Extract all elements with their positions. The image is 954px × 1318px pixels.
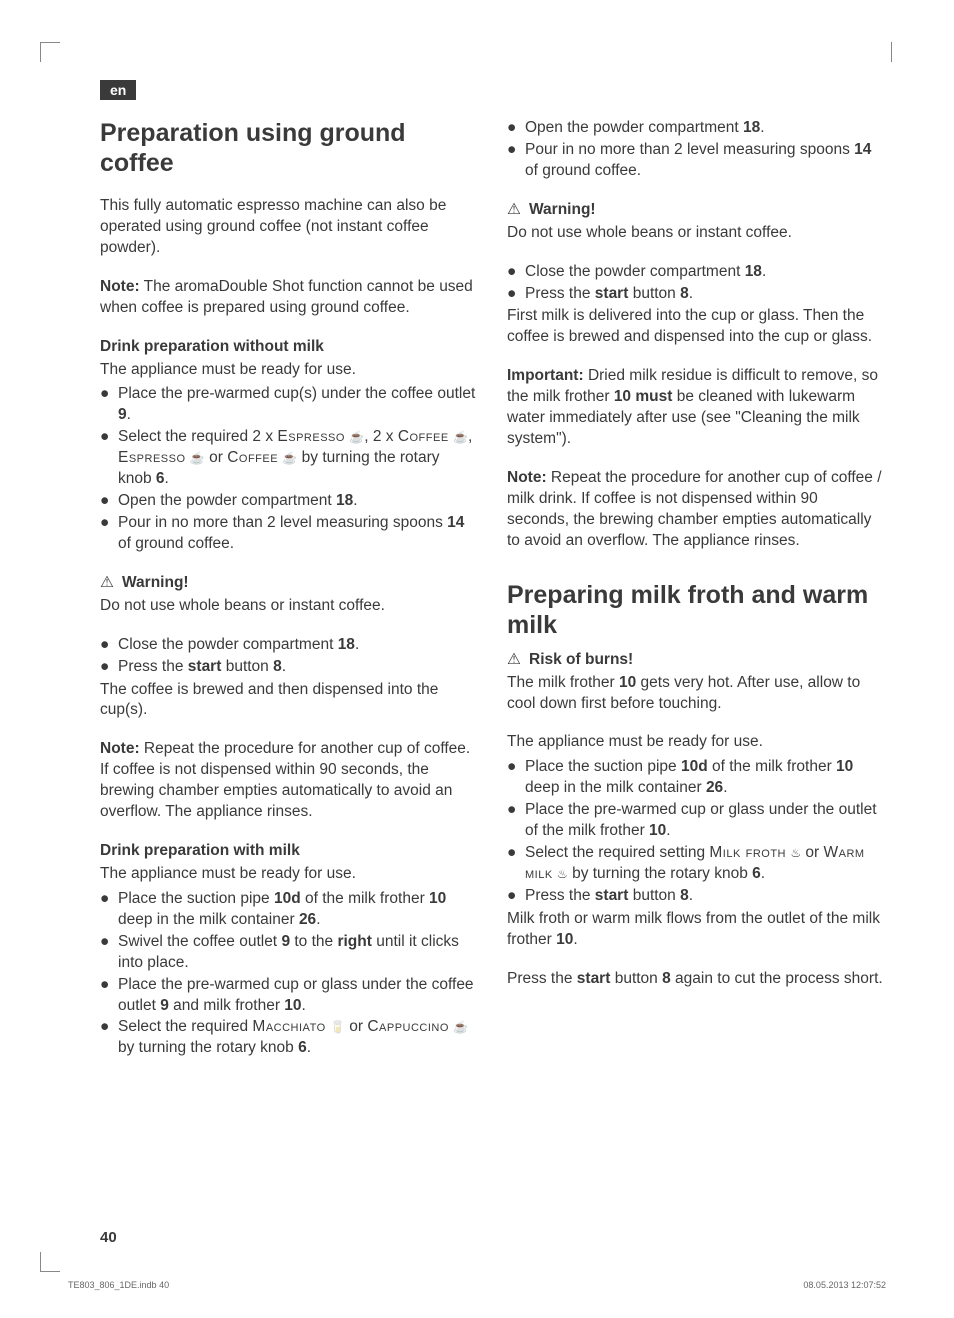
milk-delivered-text: First milk is delivered into the cup or … (507, 306, 884, 348)
warning-text: Do not use whole beans or instant coffee… (100, 596, 477, 617)
cup-icon: ☕ (453, 1019, 468, 1035)
cup-icon: ☕ (190, 450, 205, 466)
bullets-continued: ●Open the powder compartment 18. ●Pour i… (507, 118, 884, 182)
warm-milk-icon: ♨ (557, 866, 568, 882)
footer-timestamp: 08.05.2013 12:07:52 (803, 1280, 886, 1290)
cut-short-text: Press the start button 8 again to cut th… (507, 969, 884, 990)
cup-icon: ☕ (282, 450, 297, 466)
glass-icon: 🥛 (330, 1019, 345, 1035)
warning-icon: ⚠ (507, 650, 529, 671)
left-column: Preparation using ground coffee This ful… (100, 118, 477, 1060)
cup-icon: ☕ (349, 429, 364, 445)
list-item: ●Press the start button 8. (507, 284, 884, 305)
subhead-with-milk: Drink preparation with milk (100, 841, 477, 862)
bullets-without-milk-2: ●Close the powder compartment 18. ●Press… (100, 635, 477, 678)
note-aroma: Note: The aromaDouble Shot function cann… (100, 277, 477, 319)
bullets-froth: ●Place the suction pipe 10d of the milk … (507, 757, 884, 906)
warning-line: ⚠Warning! (100, 573, 477, 594)
important-text: Important: Dried milk residue is difficu… (507, 366, 884, 450)
list-item: ●Pour in no more than 2 level measuring … (100, 513, 477, 555)
list-item: ●Open the powder compartment 18. (507, 118, 884, 139)
crop-mark (891, 42, 892, 62)
ready-text: The appliance must be ready for use. (100, 360, 477, 381)
list-item: ●Place the suction pipe 10d of the milk … (100, 889, 477, 931)
cup-icon: ☕ (453, 429, 468, 445)
list-item: ●Select the required setting Milk froth … (507, 843, 884, 885)
two-column-layout: Preparation using ground coffee This ful… (100, 118, 884, 1060)
crop-mark (40, 42, 60, 62)
page-content: en Preparation using ground coffee This … (0, 0, 954, 1110)
subhead-without-milk: Drink preparation without milk (100, 337, 477, 358)
risk-text: The milk frother 10 gets very hot. After… (507, 673, 884, 715)
brewed-text: The coffee is brewed and then dispensed … (100, 680, 477, 722)
note-repeat-2: Note: Repeat the procedure for another c… (507, 468, 884, 552)
list-item: ●Select the required Macchiato 🥛 or Capp… (100, 1017, 477, 1059)
note-repeat: Note: Repeat the procedure for another c… (100, 739, 477, 823)
list-item: ●Select the required 2 x Espresso ☕, 2 x… (100, 427, 477, 490)
page-number: 40 (100, 1229, 117, 1246)
ready-text-3: The appliance must be ready for use. (507, 732, 884, 753)
bullets-close-press: ●Close the powder compartment 18. ●Press… (507, 262, 884, 305)
intro-text: This fully automatic espresso machine ca… (100, 196, 477, 259)
froth-flows-text: Milk froth or warm milk flows from the o… (507, 909, 884, 951)
bullets-with-milk: ●Place the suction pipe 10d of the milk … (100, 889, 477, 1059)
warning-text: Do not use whole beans or instant coffee… (507, 223, 884, 244)
list-item: ●Pour in no more than 2 level measuring … (507, 140, 884, 182)
heading-milk-froth: Preparing milk froth and warm milk (507, 580, 884, 640)
warning-icon: ⚠ (507, 200, 529, 221)
warning-icon: ⚠ (100, 573, 122, 594)
heading-preparation: Preparation using ground coffee (100, 118, 477, 178)
list-item: ●Press the start button 8. (100, 657, 477, 678)
list-item: ●Place the pre-warmed cup or glass under… (100, 975, 477, 1017)
risk-line: ⚠Risk of burns! (507, 650, 884, 671)
ready-text-2: The appliance must be ready for use. (100, 864, 477, 885)
list-item: ●Swivel the coffee outlet 9 to the right… (100, 932, 477, 974)
warning-line: ⚠Warning! (507, 200, 884, 221)
list-item: ●Close the powder compartment 18. (100, 635, 477, 656)
list-item: ●Press the start button 8. (507, 886, 884, 907)
language-badge: en (100, 80, 136, 100)
list-item: ●Open the powder compartment 18. (100, 491, 477, 512)
crop-mark (40, 1252, 60, 1272)
list-item: ●Place the suction pipe 10d of the milk … (507, 757, 884, 799)
froth-icon: ♨ (790, 845, 801, 861)
list-item: ●Place the pre-warmed cup(s) under the c… (100, 384, 477, 426)
list-item: ●Place the pre-warmed cup or glass under… (507, 800, 884, 842)
right-column: ●Open the powder compartment 18. ●Pour i… (507, 118, 884, 1060)
bullets-without-milk-1: ●Place the pre-warmed cup(s) under the c… (100, 384, 477, 554)
list-item: ●Close the powder compartment 18. (507, 262, 884, 283)
footer-filename: TE803_806_1DE.indb 40 (68, 1280, 169, 1290)
